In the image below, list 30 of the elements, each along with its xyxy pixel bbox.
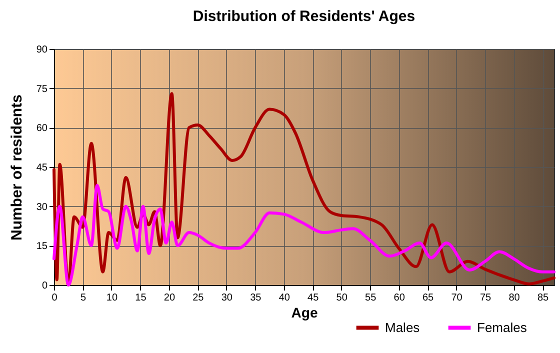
legend-label: Males: [385, 320, 420, 335]
y-tick-label: 75: [36, 84, 48, 95]
x-axis-title: Age: [291, 304, 318, 320]
x-tick-label: 30: [221, 292, 233, 304]
x-tick-label: 40: [278, 292, 290, 304]
x-tick-label: 65: [422, 292, 434, 304]
x-tick-label: 70: [451, 292, 463, 304]
y-tick-label: 90: [36, 44, 48, 56]
x-tick-label: 85: [537, 292, 550, 304]
x-tick-label: 15: [135, 292, 147, 304]
y-tick-label: 0: [42, 280, 48, 292]
chart-title: Distribution of Residents' Ages: [192, 8, 416, 25]
x-tick-label: 75: [480, 292, 492, 304]
x-tick-label: 60: [394, 292, 406, 304]
x-tick-label: 80: [508, 292, 520, 304]
x-tick-label: 0: [52, 292, 58, 304]
y-axis-title: Number of residents: [8, 94, 26, 240]
y-tick-label: 60: [36, 123, 48, 134]
y-tick-label: 30: [36, 202, 48, 213]
x-tick-label: 55: [365, 292, 377, 304]
x-tick-label: 10: [106, 292, 118, 304]
x-tick-label: 50: [336, 292, 348, 304]
x-tick-label: 20: [164, 292, 176, 304]
x-tick-label: 5: [80, 292, 86, 304]
y-tick-label: 15: [36, 241, 48, 252]
y-tick-label: 45: [36, 162, 48, 174]
x-tick-label: 45: [308, 292, 320, 304]
legend-label: Females: [477, 320, 528, 335]
x-tick-label: 35: [250, 292, 262, 304]
x-tick-label: 25: [192, 292, 204, 304]
